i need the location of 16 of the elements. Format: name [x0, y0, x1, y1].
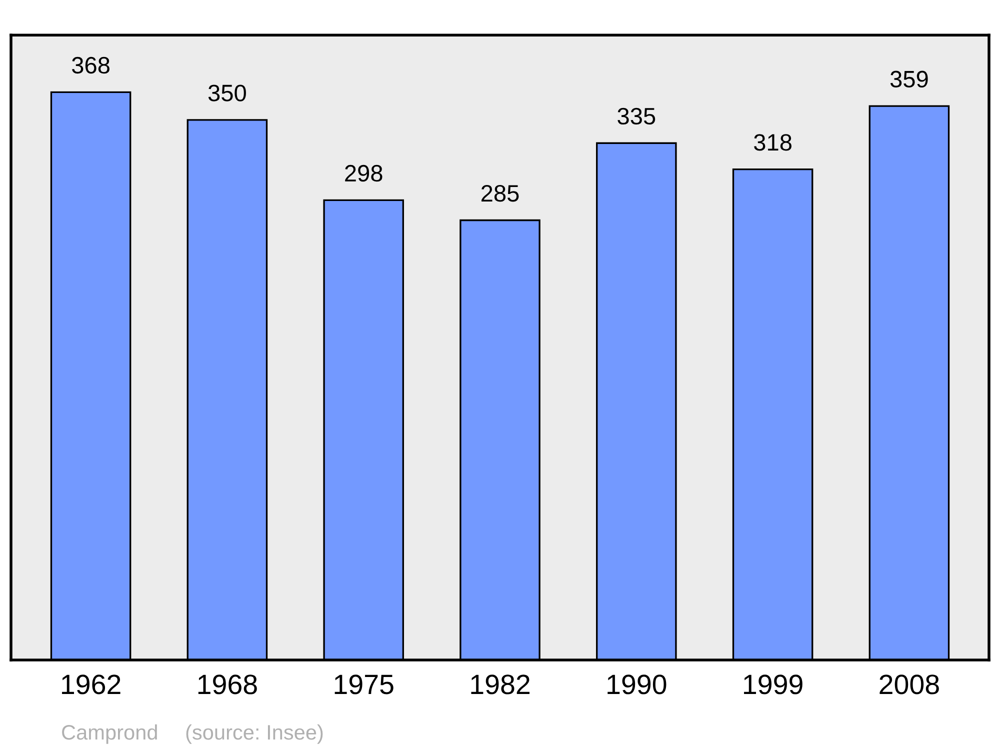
x-tick-label: 1975 — [334, 674, 394, 694]
data-label: 318 — [754, 134, 792, 151]
text: Camprond — [62, 724, 157, 744]
x-tick-label: 1962 — [62, 674, 120, 694]
data-label: 368 — [72, 56, 110, 74]
x-tick-label: 2008 — [880, 674, 939, 694]
data-label: 285 — [481, 184, 519, 202]
x-tick-label: 1990 — [608, 674, 666, 694]
data-label: 359 — [890, 70, 928, 88]
x-tick-label: 1968 — [198, 674, 257, 694]
data-label: 350 — [208, 84, 246, 102]
x-tick-label: 1982 — [471, 674, 530, 694]
text: (source: Insee) — [186, 724, 323, 744]
data-label: 298 — [345, 164, 382, 182]
data-label: 335 — [618, 108, 656, 125]
x-tick-label: 1999 — [744, 674, 802, 694]
